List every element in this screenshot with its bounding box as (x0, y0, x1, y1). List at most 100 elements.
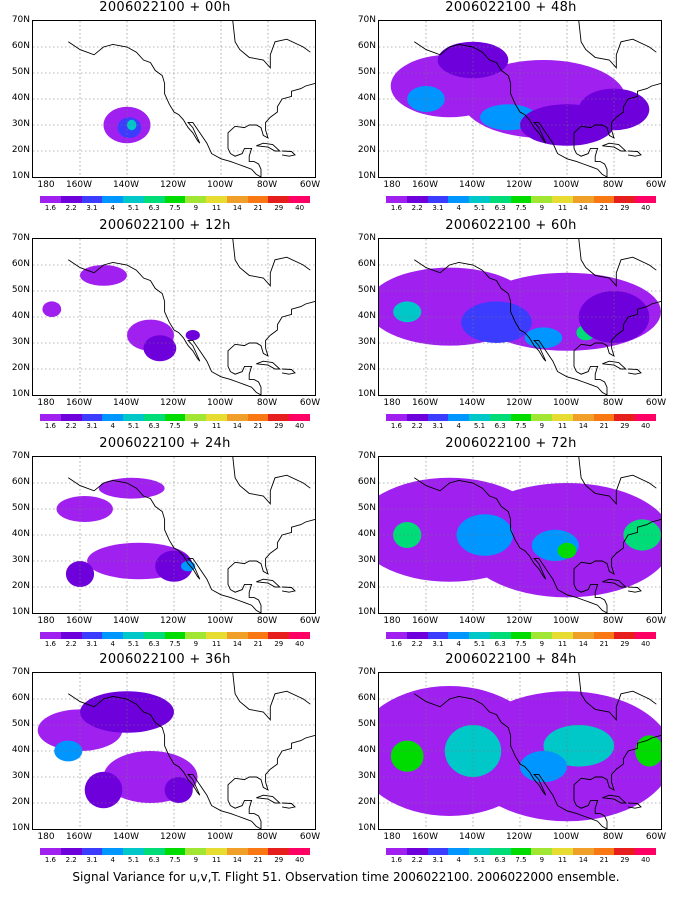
colorbar-label: 6.3 (494, 204, 506, 212)
coastline (227, 518, 315, 613)
variance-contour (80, 265, 127, 286)
forecast-panel: 2006022100 + 24h 70N 60N 50N 40N 30N 20N 10N 180… (0, 436, 330, 648)
colorbar-label: 40 (295, 204, 305, 212)
colorbar-swatch (206, 414, 227, 421)
colorbar-label: 29 (620, 856, 630, 864)
colorbar-label: 1.6 (44, 422, 56, 430)
colorbar-swatch (164, 414, 186, 421)
lon-tick-label: 140W (112, 180, 140, 190)
coastline (573, 300, 661, 395)
colorbar-swatch (386, 848, 407, 855)
colorbar-labels: 1.6 2.2 3.1 4 5.1 6.3 7.5 9 11 14 21 29 40 (386, 856, 656, 865)
map-svg (33, 457, 315, 613)
coastline (414, 477, 608, 613)
lat-tick-label: 60N (357, 693, 376, 703)
colorbar-label: 3.1 (86, 422, 98, 430)
coastline (573, 734, 661, 829)
colorbar-swatch (185, 632, 207, 639)
colorbar-swatch (102, 414, 124, 421)
colorbar-label: 3.1 (86, 640, 98, 648)
lon-tick-label: 60W (645, 616, 667, 626)
forecast-panel: 2006022100 + 60h 70N 60N 50N 40N 30N 20N 10N 180… (346, 218, 676, 430)
coastline (578, 673, 657, 721)
colorbar-swatch (448, 632, 470, 639)
colorbar-label: 14 (232, 204, 242, 212)
variance-contour (185, 330, 200, 341)
colorbar-swatch (143, 848, 165, 855)
colorbar-label: 7.5 (169, 640, 181, 648)
colorbar-swatch (247, 632, 269, 639)
colorbar-swatch (448, 196, 470, 203)
colorbar-swatch (406, 414, 428, 421)
colorbar-swatch (206, 848, 227, 855)
coastline (628, 368, 642, 375)
colorbar-swatch (552, 196, 573, 203)
coastline (227, 300, 315, 395)
colorbar-label: 4 (456, 640, 461, 648)
variance-contour (557, 542, 577, 559)
forecast-panel: 2006022100 + 36h 70N 60N 50N 40N 30N 20N 10N 180… (0, 652, 330, 865)
colorbar-label: 2.2 (65, 204, 77, 212)
coastline (628, 802, 642, 809)
coastline (578, 21, 657, 69)
map-svg (379, 21, 661, 177)
colorbar-label: 4 (456, 856, 461, 864)
colorbar-swatch (185, 414, 207, 421)
colorbar-swatch (123, 632, 144, 639)
colorbar-swatch (614, 196, 636, 203)
lon-tick-label: 160W (411, 832, 439, 842)
colorbar-swatch (164, 632, 186, 639)
colorbar-swatch (448, 848, 470, 855)
colorbar-label: 9 (193, 204, 199, 212)
colorbar-swatch (510, 632, 532, 639)
lon-tick-label: 140W (112, 832, 140, 842)
lat-tick-label: 60N (357, 477, 376, 487)
colorbar-label: 4 (456, 422, 461, 430)
lon-tick-label: 180 (37, 832, 55, 842)
coastline (68, 477, 262, 613)
lat-tick-label: 50N (357, 719, 376, 729)
lon-tick-label: 180 (37, 180, 55, 190)
lon-tick-label: 120W (159, 832, 187, 842)
colorbar-swatch (635, 196, 656, 203)
colorbar-swatch (489, 414, 511, 421)
lat-tick-label: 50N (357, 67, 376, 77)
lon-tick-label: 120W (505, 180, 533, 190)
colorbar-label: 21 (253, 422, 263, 430)
lat-tick-label: 20N (11, 145, 30, 155)
colorbar-labels: 1.6 2.2 3.1 4 5.1 6.3 7.5 9 11 14 21 29 40 (40, 856, 310, 865)
variance-contour (578, 291, 650, 343)
colorbar-swatch (489, 196, 511, 203)
forecast-panel: 2006022100 + 48h 70N 60N 50N 40N 30N 20N 10N 180… (346, 0, 676, 212)
colorbar-swatch (489, 848, 511, 855)
forecast-panel: 2006022100 + 72h 70N 60N 50N 40N 30N 20N 10N 180… (346, 436, 676, 648)
colorbar-label: 14 (578, 422, 588, 430)
lon-tick-label: 160W (411, 398, 439, 408)
variance-contour (143, 335, 177, 362)
colorbar-label: 9 (539, 640, 545, 648)
lat-tick-label: 40N (11, 529, 30, 539)
lat-tick-label: 70N (11, 15, 30, 25)
colorbar-label: 14 (232, 422, 242, 430)
colorbar-label: 1.6 (390, 640, 402, 648)
variance-contour (444, 725, 502, 777)
colorbar-swatch (572, 848, 594, 855)
lon-tick-label: 180 (383, 616, 401, 626)
colorbar-swatch (386, 414, 407, 421)
colorbar-label: 9 (539, 204, 545, 212)
colorbar-swatch (40, 196, 61, 203)
colorbar-swatch (102, 632, 124, 639)
colorbar-label: 11 (212, 422, 221, 430)
lon-tick-label: 80W (256, 398, 278, 408)
lon-tick-label: 140W (458, 398, 486, 408)
colorbar (40, 196, 310, 203)
colorbar-label: 7.5 (515, 204, 527, 212)
colorbar-swatch (531, 414, 553, 421)
variance-contour (84, 771, 123, 809)
colorbar-label: 40 (295, 640, 305, 648)
variance-contour (390, 740, 424, 772)
colorbar-label: 4 (110, 856, 115, 864)
coastline (602, 794, 627, 804)
coastline (573, 82, 661, 177)
colorbar-label: 1.6 (390, 856, 402, 864)
